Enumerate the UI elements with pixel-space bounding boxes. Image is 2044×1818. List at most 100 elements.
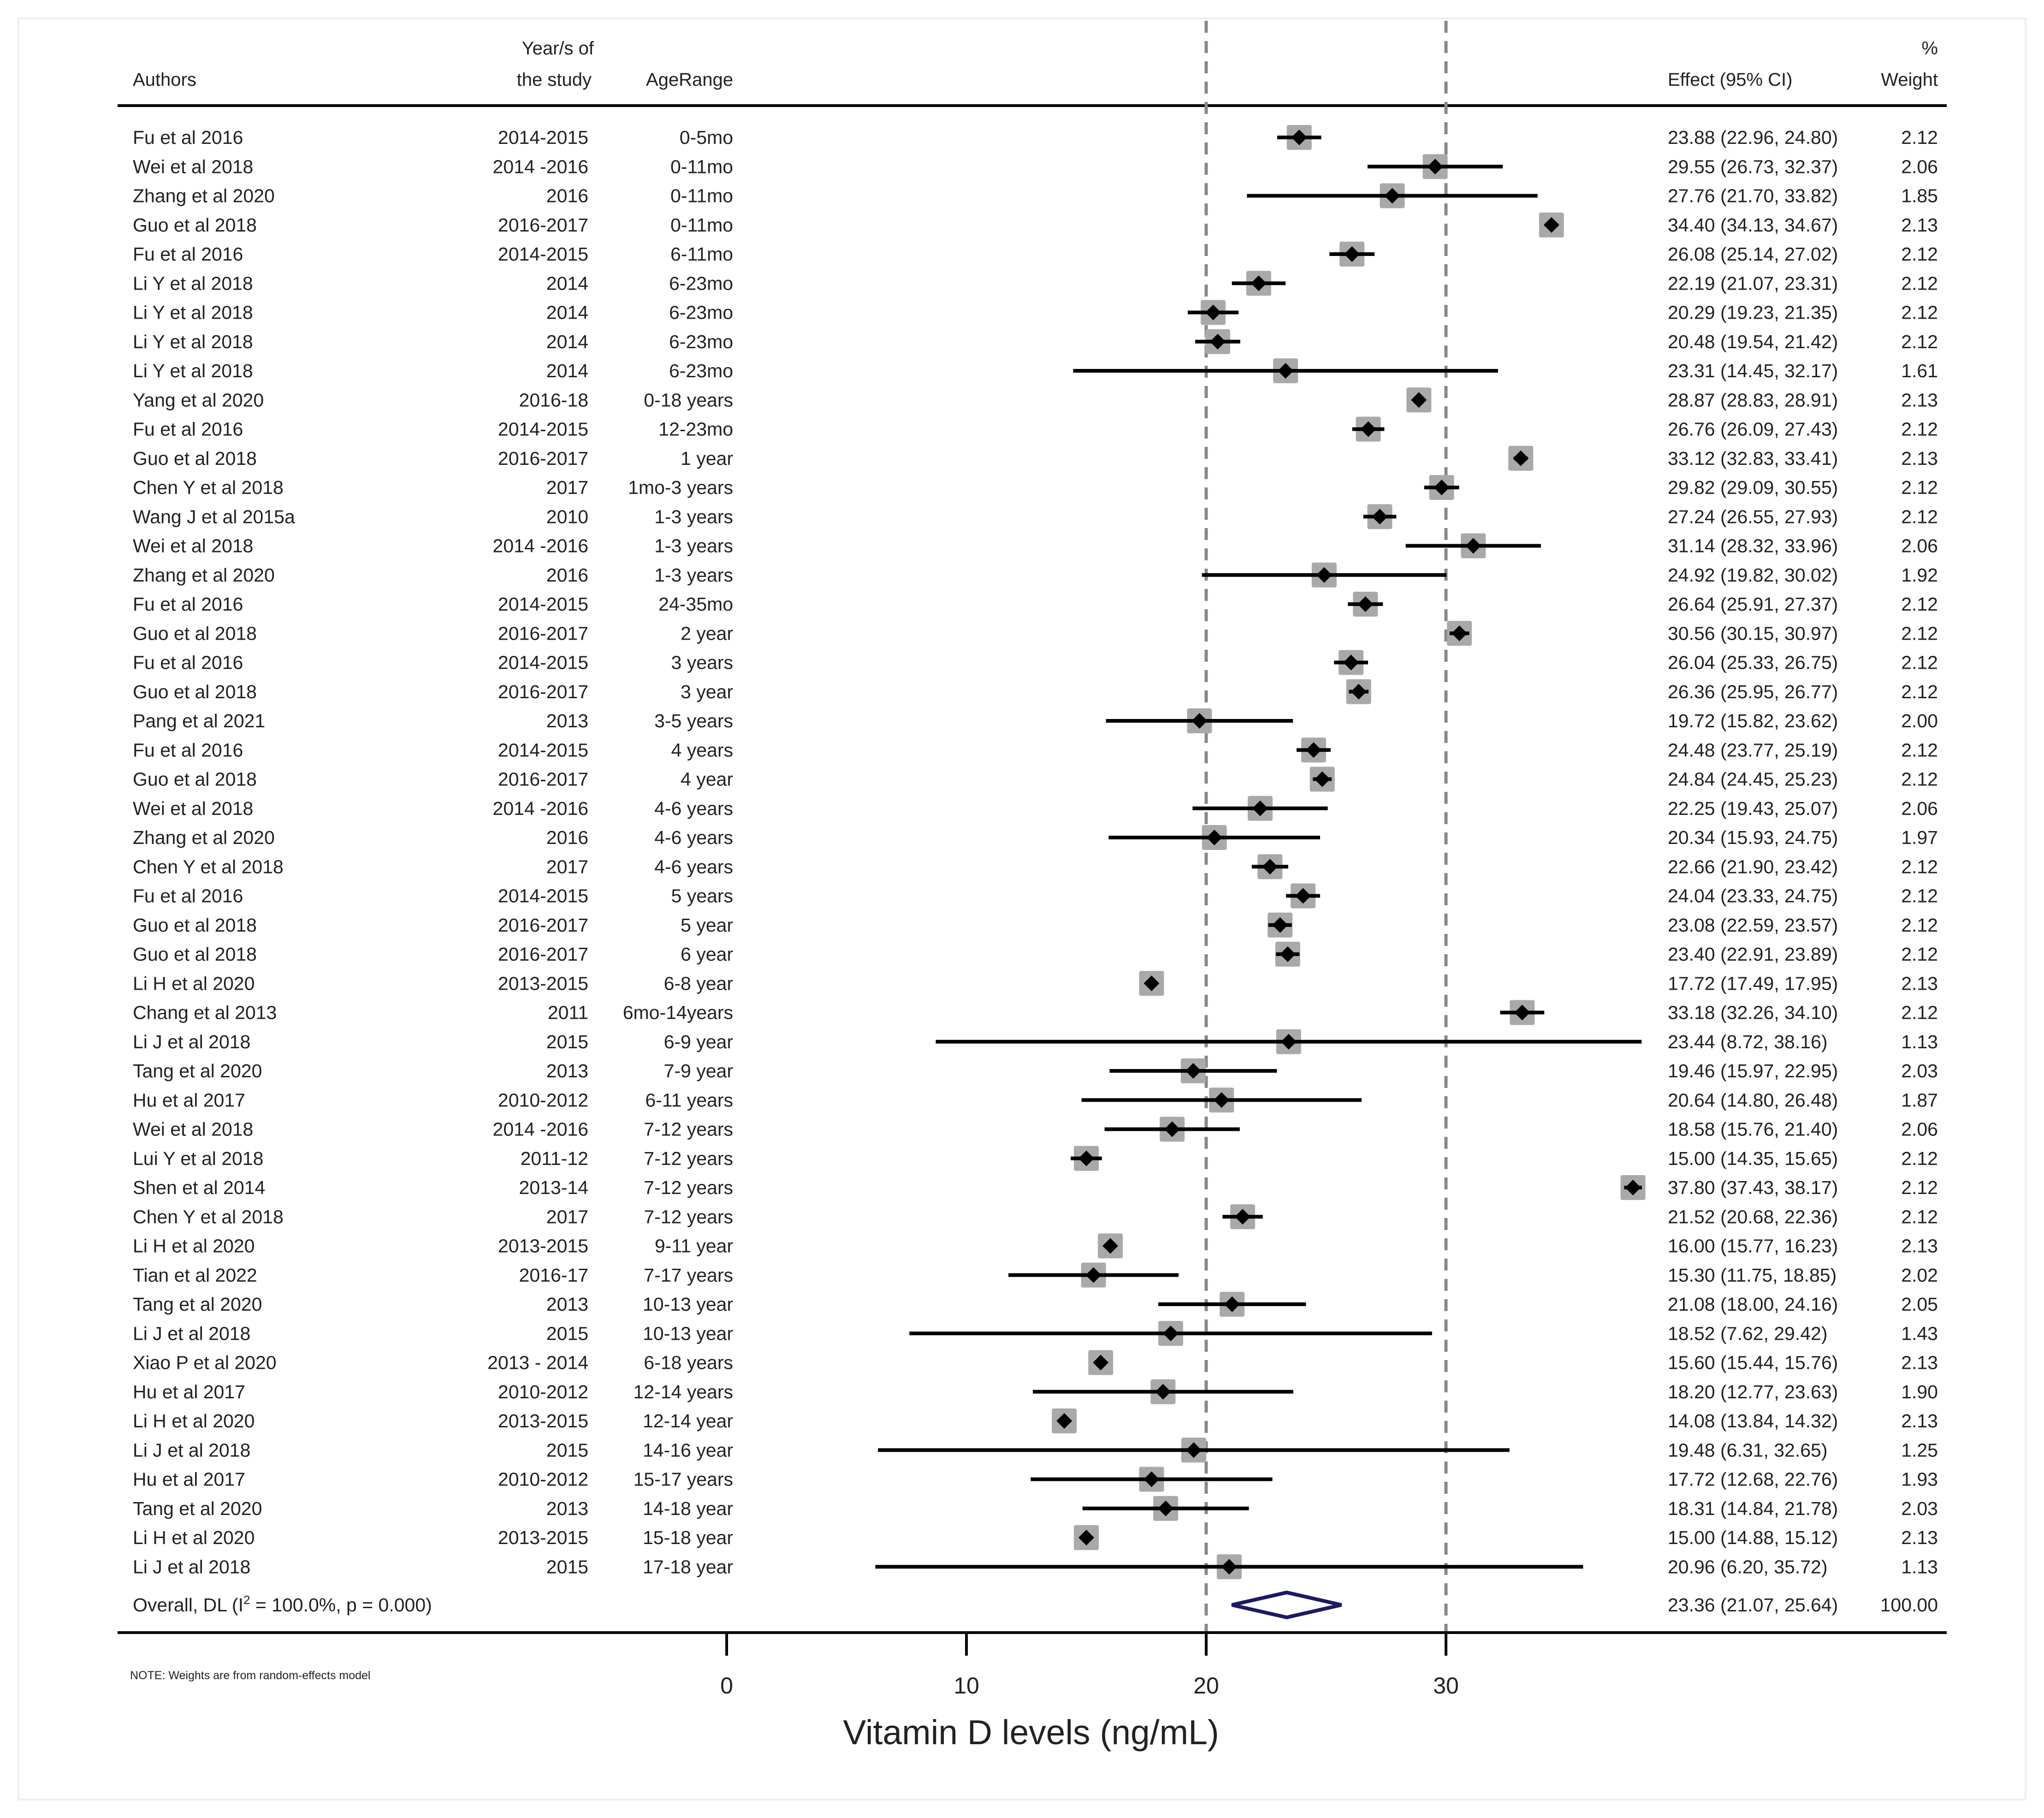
point-estimate xyxy=(1102,1238,1118,1254)
study-effect-ci: 33.18 (32.26, 34.10) xyxy=(1668,1002,1838,1023)
study-age-range: 5 years xyxy=(671,885,733,907)
point-estimate xyxy=(1205,304,1221,321)
study-row: Li H et al 2020 2013-2015 15-18 year 15.00 … xyxy=(133,1525,1938,1550)
point-estimate xyxy=(1295,888,1311,904)
point-estimate xyxy=(1452,625,1468,642)
study-weight: 1.61 xyxy=(1901,360,1938,381)
study-author: Fu et al 2016 xyxy=(133,885,243,907)
study-row: Chen Y et al 2018 2017 7-12 years 21.52 (20… xyxy=(133,1204,1938,1230)
study-effect-ci: 18.58 (15.76, 21.40) xyxy=(1668,1119,1838,1140)
study-row: Yang et al 2020 2016-18 0-18 years 28.87 (2… xyxy=(133,387,1938,413)
study-author: Li J et al 2018 xyxy=(133,1556,250,1577)
study-row: Li Y et al 2018 2014 6-23mo 20.48 (19.54, 2… xyxy=(133,329,1938,354)
point-estimate xyxy=(1252,800,1268,816)
study-row: Guo et al 2018 2016-2017 6 year 23.40 (22.9… xyxy=(133,942,1938,967)
study-row: Tang et al 2020 2013 10-13 year 21.08 (18.0… xyxy=(133,1292,1938,1317)
overall-weight: 100.00 xyxy=(1880,1594,1938,1616)
study-year: 2013 xyxy=(546,1060,588,1081)
study-age-range: 6-23mo xyxy=(669,360,733,381)
study-effect-ci: 29.55 (26.73, 32.37) xyxy=(1668,156,1838,177)
study-row: Li H et al 2020 2013-2015 9-11 year 16.00 (… xyxy=(133,1233,1938,1259)
study-row: Chen Y et al 2018 2017 4-6 years 22.66 (21.… xyxy=(133,854,1938,879)
point-estimate xyxy=(1078,1530,1094,1545)
study-year: 2011 xyxy=(548,1002,588,1023)
study-effect-ci: 14.08 (13.84, 14.32) xyxy=(1668,1410,1838,1432)
study-weight: 2.12 xyxy=(1901,1206,1938,1227)
study-row: Fu et al 2016 2014-2015 3 years 26.04 (25.3… xyxy=(133,650,1938,675)
study-effect-ci: 22.66 (21.90, 23.42) xyxy=(1668,856,1838,877)
study-year: 2011-12 xyxy=(521,1148,588,1169)
study-row: Li H et al 2020 2013-2015 6-8 year 17.72 (1… xyxy=(133,971,1938,996)
study-weight: 2.05 xyxy=(1901,1294,1938,1315)
study-year: 2017 xyxy=(546,856,588,877)
study-author: Tang et al 2020 xyxy=(133,1294,262,1315)
study-effect-ci: 24.92 (19.82, 30.02) xyxy=(1668,564,1838,586)
point-estimate xyxy=(1372,509,1388,525)
study-row: Wei et al 2018 2014 -2016 7-12 years 18.58 … xyxy=(133,1117,1938,1142)
study-year: 2010-2012 xyxy=(498,1469,588,1490)
reference-lines xyxy=(1204,21,1448,1633)
study-author: Li Y et al 2018 xyxy=(133,360,253,381)
study-weight: 1.92 xyxy=(1901,564,1938,586)
point-estimate xyxy=(1221,1559,1237,1575)
study-weight: 2.12 xyxy=(1901,769,1938,790)
point-estimate xyxy=(1625,1180,1641,1195)
study-year: 2015 xyxy=(546,1556,588,1577)
study-effect-ci: 24.04 (23.33, 24.75) xyxy=(1668,885,1838,907)
study-age-range: 4-6 years xyxy=(654,798,733,819)
study-year: 2010 xyxy=(546,506,588,527)
study-row: Fu et al 2016 2014-2015 24-35mo 26.64 (25.9… xyxy=(133,592,1938,617)
point-estimate xyxy=(1305,742,1321,758)
study-effect-ci: 28.87 (28.83, 28.91) xyxy=(1668,389,1838,410)
study-row: Xiao P et al 2020 2013 - 2014 6-18 years 15… xyxy=(133,1350,1938,1375)
study-effect-ci: 27.76 (21.70, 33.82) xyxy=(1668,185,1838,207)
study-age-range: 10-13 year xyxy=(643,1323,733,1344)
study-year: 2016 xyxy=(546,185,588,207)
study-effect-ci: 18.20 (12.77, 23.63) xyxy=(1668,1381,1838,1402)
study-age-range: 4 year xyxy=(681,769,733,790)
study-row: Chang et al 2013 2011 6mo-14years 33.18 (32… xyxy=(133,1000,1938,1025)
study-year: 2017 xyxy=(546,477,588,498)
study-age-range: 4-6 years xyxy=(654,827,733,848)
point-estimate xyxy=(1185,1063,1201,1079)
point-estimate xyxy=(1163,1325,1179,1342)
point-estimate xyxy=(1155,1384,1171,1400)
study-year: 2013-14 xyxy=(519,1177,588,1198)
study-row: Guo et al 2018 2016-2017 4 year 24.84 (24.4… xyxy=(133,766,1938,792)
study-weight: 2.12 xyxy=(1901,506,1938,527)
study-weight: 1.93 xyxy=(1901,1469,1938,1490)
study-age-range: 6 year xyxy=(681,944,733,965)
study-row: Tian et al 2022 2016-17 7-17 years 15.30 (1… xyxy=(133,1262,1938,1288)
point-estimate xyxy=(1343,654,1359,671)
point-estimate xyxy=(1543,217,1559,233)
point-estimate xyxy=(1384,188,1400,204)
point-estimate xyxy=(1434,480,1450,495)
study-effect-ci: 20.48 (19.54, 21.42) xyxy=(1668,331,1838,352)
point-estimate xyxy=(1314,771,1330,787)
point-estimate xyxy=(1427,159,1443,175)
study-row: Lui Y et al 2018 2011-12 7-12 years 15.00 (… xyxy=(133,1146,1938,1171)
study-age-range: 15-17 years xyxy=(633,1469,733,1490)
study-author: Fu et al 2016 xyxy=(133,739,243,760)
point-estimate xyxy=(1351,683,1367,700)
study-effect-ci: 15.00 (14.35, 15.65) xyxy=(1668,1148,1838,1169)
study-age-range: 3 year xyxy=(681,681,733,702)
study-weight: 2.13 xyxy=(1901,214,1938,236)
study-author: Li Y et al 2018 xyxy=(133,273,253,294)
study-row: Fu et al 2016 2014-2015 4 years 24.48 (23.7… xyxy=(133,737,1938,763)
study-year: 2013 - 2014 xyxy=(487,1352,588,1373)
study-effect-ci: 23.88 (22.96, 24.80) xyxy=(1668,127,1838,148)
study-author: Wei et al 2018 xyxy=(133,535,253,557)
study-weight: 2.12 xyxy=(1901,681,1938,702)
study-effect-ci: 20.34 (15.93, 24.75) xyxy=(1668,827,1838,848)
study-weight: 2.13 xyxy=(1901,389,1938,410)
study-year: 2016-18 xyxy=(519,389,588,410)
study-age-range: 6-11mo xyxy=(670,244,733,265)
study-weight: 2.00 xyxy=(1901,710,1938,731)
header-year-line2: the study xyxy=(517,70,592,90)
study-age-range: 6-23mo xyxy=(669,331,733,352)
header-year-line1: Year/s of xyxy=(522,38,594,59)
study-effect-ci: 20.29 (19.23, 21.35) xyxy=(1668,302,1838,323)
study-year: 2014-2015 xyxy=(498,739,588,760)
